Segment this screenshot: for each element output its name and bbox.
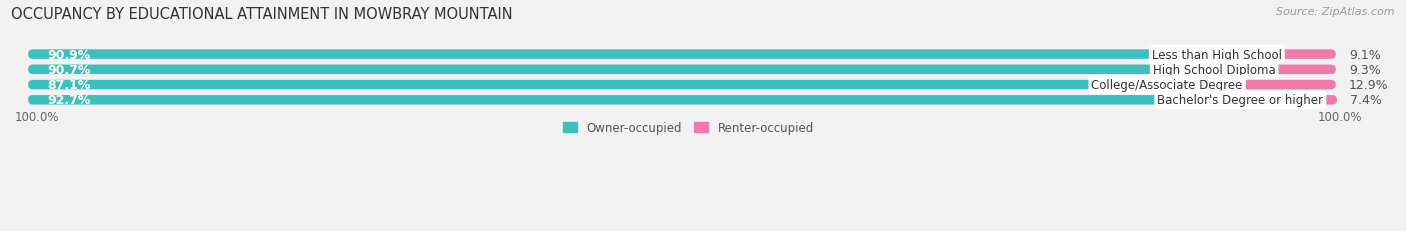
Text: 12.9%: 12.9% (1348, 79, 1389, 92)
Text: Less than High School: Less than High School (1152, 48, 1282, 61)
Legend: Owner-occupied, Renter-occupied: Owner-occupied, Renter-occupied (558, 117, 818, 140)
Text: College/Associate Degree: College/Associate Degree (1091, 79, 1243, 92)
Text: 9.1%: 9.1% (1348, 48, 1381, 61)
FancyBboxPatch shape (28, 80, 1336, 90)
Text: 100.0%: 100.0% (1317, 111, 1362, 124)
Text: OCCUPANCY BY EDUCATIONAL ATTAINMENT IN MOWBRAY MOUNTAIN: OCCUPANCY BY EDUCATIONAL ATTAINMENT IN M… (11, 7, 513, 22)
Text: Source: ZipAtlas.com: Source: ZipAtlas.com (1277, 7, 1395, 17)
Text: 7.4%: 7.4% (1350, 94, 1382, 107)
Text: High School Diploma: High School Diploma (1153, 64, 1275, 76)
Text: 92.7%: 92.7% (48, 94, 91, 107)
FancyBboxPatch shape (28, 65, 1215, 75)
Text: 87.1%: 87.1% (48, 79, 91, 92)
Text: 90.9%: 90.9% (48, 48, 91, 61)
FancyBboxPatch shape (28, 50, 1216, 60)
FancyBboxPatch shape (1167, 80, 1336, 90)
FancyBboxPatch shape (1216, 50, 1336, 60)
FancyBboxPatch shape (1240, 96, 1337, 105)
FancyBboxPatch shape (28, 65, 1336, 75)
FancyBboxPatch shape (28, 96, 1240, 105)
FancyBboxPatch shape (28, 80, 1167, 90)
FancyBboxPatch shape (28, 50, 1336, 60)
Text: Bachelor's Degree or higher: Bachelor's Degree or higher (1157, 94, 1323, 107)
FancyBboxPatch shape (1215, 65, 1336, 75)
Text: 100.0%: 100.0% (15, 111, 59, 124)
Text: 90.7%: 90.7% (48, 64, 91, 76)
FancyBboxPatch shape (28, 96, 1336, 105)
Text: 9.3%: 9.3% (1348, 64, 1381, 76)
